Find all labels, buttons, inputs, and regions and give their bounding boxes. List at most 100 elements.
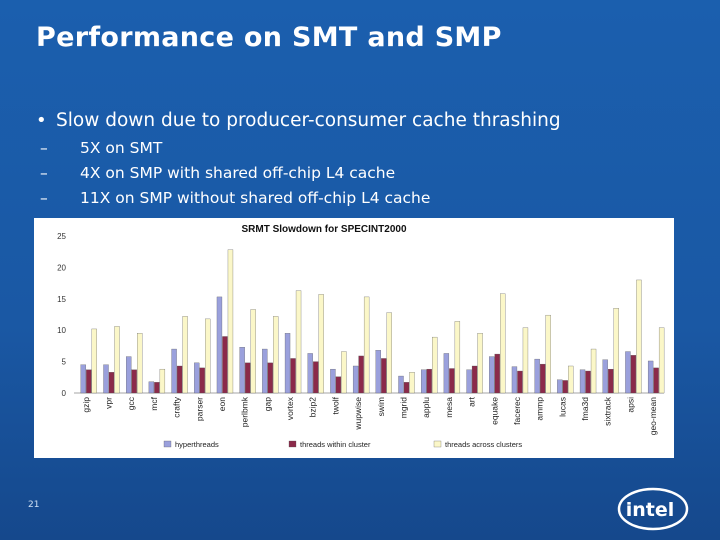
x-tick-label: gzip <box>81 397 91 413</box>
slide-title: Performance on SMT and SMP <box>36 22 502 53</box>
bar-threads-within-cluster-gzip <box>86 369 92 394</box>
y-tick-label: 10 <box>57 326 66 335</box>
y-tick-label: 25 <box>57 232 66 241</box>
y-tick-label: 15 <box>57 295 66 304</box>
x-tick-label: ammp <box>535 397 545 421</box>
bar-threads-across-clusters-mcf <box>159 368 166 394</box>
bullet-text: Slow down due to producer-consumer cache… <box>56 110 561 131</box>
bar-threads-across-clusters-wupwise <box>363 296 370 394</box>
bar-threads-across-clusters-twolf <box>341 351 347 394</box>
y-tick-label: 0 <box>62 389 67 398</box>
bar-threads-across-clusters-mgrid <box>409 372 415 394</box>
chart-title: SRMT Slowdown for SPECINT2000 <box>241 224 406 235</box>
x-tick-label: fma3d <box>580 397 590 421</box>
sub-bullet-text: 5X on SMT <box>80 139 163 157</box>
bar-hyperthreads-parser <box>194 362 200 394</box>
bar-threads-across-clusters-parser <box>205 318 211 394</box>
bar-hyperthreads-mesa <box>443 353 450 394</box>
bar-hyperthreads-facerec <box>511 366 518 394</box>
bar-hyperthreads-perlbmk <box>239 347 245 394</box>
bar-hyperthreads-lucas <box>557 379 563 394</box>
bar-threads-across-clusters-applu <box>432 336 438 394</box>
x-tick-label: swim <box>376 397 386 416</box>
bar-hyperthreads-gap <box>262 348 268 394</box>
bar-threads-across-clusters-vpr <box>114 326 120 394</box>
dash-icon: – <box>40 139 48 157</box>
x-tick-label: apsi <box>625 397 635 413</box>
bar-threads-within-cluster-eon <box>222 336 228 394</box>
x-tick-label: equake <box>489 397 499 425</box>
x-tick-label: bzip2 <box>308 397 318 418</box>
bar-threads-within-cluster-ammp <box>540 363 546 394</box>
bar-threads-within-cluster-crafty <box>176 365 183 394</box>
x-tick-label: parser <box>194 397 204 421</box>
x-tick-label: gap <box>262 397 272 411</box>
bar-threads-across-clusters-ammp <box>545 314 551 394</box>
x-tick-label: perlbmk <box>240 396 250 427</box>
bar-threads-across-clusters-gap <box>273 316 279 394</box>
chart-panel: SRMT Slowdown for SPECINT2000 0 5 10 15 20 25… <box>34 218 674 458</box>
legend-label: threads within cluster <box>300 440 371 449</box>
bar-threads-across-clusters-perlbmk <box>250 309 256 394</box>
dash-icon: – <box>40 189 48 207</box>
bar-threads-across-clusters-geo-mean <box>658 327 665 394</box>
bar-threads-across-clusters-bzip2 <box>318 294 324 394</box>
bar-threads-within-cluster-mgrid <box>403 382 410 394</box>
bar-hyperthreads-ammp <box>534 358 540 394</box>
bar-hyperthreads-art <box>466 369 472 394</box>
legend-label: hyperthreads <box>175 440 219 449</box>
bar-threads-across-clusters-gzip <box>91 328 97 394</box>
logo-swoosh-icon <box>617 487 689 531</box>
logo-text: intel <box>626 499 675 521</box>
bar-threads-within-cluster-bzip2 <box>313 361 319 394</box>
x-tick-label: wupwise <box>353 397 363 431</box>
y-tick-label: 20 <box>57 263 66 272</box>
bar-hyperthreads-gzip <box>80 364 86 394</box>
bar-hyperthreads-geo-mean <box>647 360 654 394</box>
bar-threads-within-cluster-sixtrack <box>608 368 614 394</box>
bar-threads-within-cluster-geo-mean <box>653 367 659 394</box>
bar-threads-within-cluster-mcf <box>154 382 160 394</box>
bar-threads-across-clusters-equake <box>500 293 506 394</box>
bar-hyperthreads-sixtrack <box>602 359 608 394</box>
bar-threads-within-cluster-wupwise <box>358 355 364 394</box>
x-tick-label: art <box>467 396 477 407</box>
bar-threads-across-clusters-swim <box>386 312 392 394</box>
intel-logo: intel <box>617 487 689 531</box>
bar-threads-within-cluster-gcc <box>131 369 137 394</box>
legend-swatch-threads-across-clusters <box>433 440 442 448</box>
bar-hyperthreads-vortex <box>284 333 291 394</box>
legend-swatch-hyperthreads <box>163 440 172 448</box>
bar-threads-within-cluster-swim <box>381 358 387 394</box>
sub-bullet-text: 4X on SMP with shared off-chip L4 cache <box>80 164 396 182</box>
y-tick-label: 5 <box>62 358 67 367</box>
bar-threads-within-cluster-art <box>471 365 478 394</box>
x-tick-label: applu <box>421 397 431 418</box>
bar-threads-within-cluster-apsi <box>630 355 637 394</box>
x-tick-label: vpr <box>104 397 114 409</box>
bar-threads-within-cluster-equake <box>494 353 500 394</box>
x-tick-label: geo-mean <box>648 397 658 436</box>
bar-hyperthreads-vpr <box>103 364 109 394</box>
bar-threads-across-clusters-eon <box>227 249 234 394</box>
bar-threads-across-clusters-sixtrack <box>613 308 619 394</box>
x-tick-label: mgrid <box>399 397 409 419</box>
bar-threads-across-clusters-fma3d <box>590 348 597 394</box>
bar-threads-within-cluster-gap <box>267 362 273 394</box>
sub-bullet-text: 11X on SMP without shared off-chip L4 ca… <box>80 189 431 207</box>
bar-threads-across-clusters-gcc <box>137 333 143 394</box>
bar-threads-within-cluster-perlbmk <box>245 362 251 394</box>
legend-label: threads across clusters <box>445 440 522 449</box>
x-tick-label: vortex <box>285 396 295 420</box>
bar-threads-within-cluster-lucas <box>562 380 568 394</box>
bar-threads-across-clusters-mesa <box>454 321 461 394</box>
bar-threads-across-clusters-apsi <box>636 279 642 394</box>
bar-threads-within-cluster-mesa <box>449 368 455 394</box>
bar-threads-within-cluster-facerec <box>517 370 523 394</box>
bar-hyperthreads-mcf <box>148 381 155 394</box>
bar-hyperthreads-applu <box>421 369 427 394</box>
bar-hyperthreads-crafty <box>171 348 177 394</box>
bar-hyperthreads-gcc <box>126 356 132 394</box>
bar-threads-within-cluster-applu <box>426 368 432 394</box>
bar-threads-within-cluster-fma3d <box>585 370 591 394</box>
